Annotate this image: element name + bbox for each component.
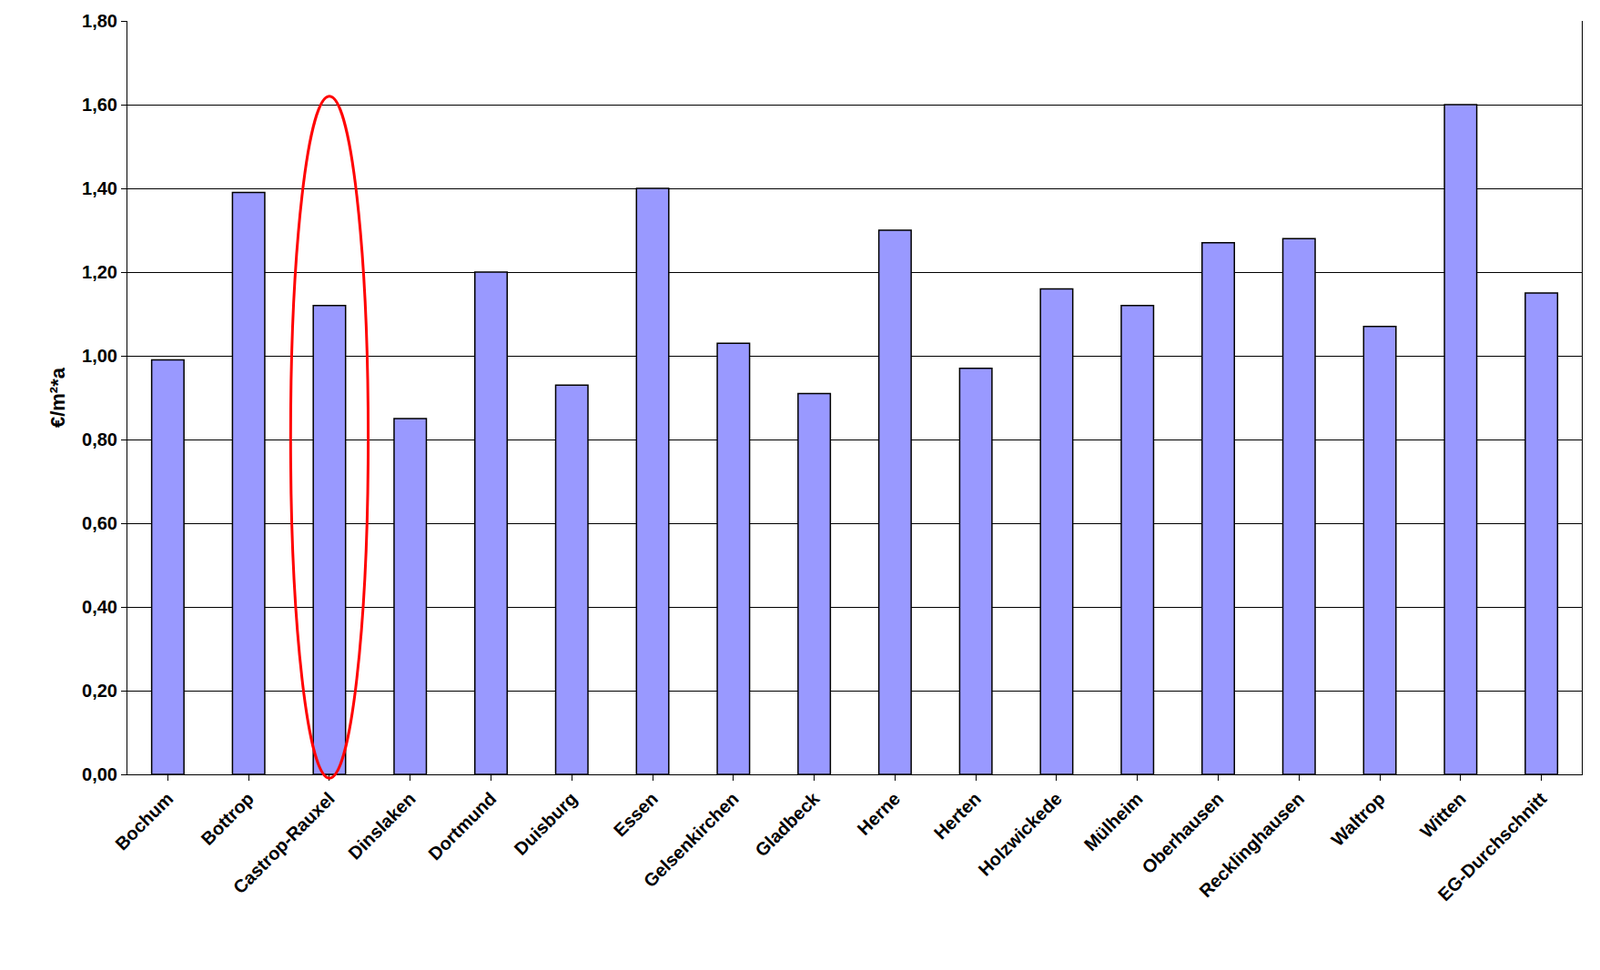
svg-text:1,00: 1,00 [81, 345, 118, 366]
svg-text:Herne: Herne [853, 788, 905, 840]
svg-text:Witten: Witten [1416, 788, 1470, 842]
svg-text:Herten: Herten [930, 788, 985, 843]
svg-text:Essen: Essen [609, 788, 662, 841]
svg-text:Castrop-Rauxel: Castrop-Rauxel [229, 788, 339, 898]
svg-text:1,40: 1,40 [81, 178, 118, 199]
svg-text:0,80: 0,80 [81, 429, 118, 450]
svg-text:EG-Durchschnitt: EG-Durchschnitt [1434, 788, 1551, 905]
svg-text:1,60: 1,60 [81, 94, 118, 115]
svg-text:Bottrop: Bottrop [196, 788, 258, 850]
svg-text:Gladbeck: Gladbeck [750, 788, 824, 861]
svg-text:Gelsenkirchen: Gelsenkirchen [639, 788, 743, 892]
svg-text:0,60: 0,60 [81, 513, 118, 534]
svg-text:Recklinghausen: Recklinghausen [1194, 788, 1308, 902]
svg-text:Duisburg: Duisburg [510, 788, 582, 860]
svg-text:Dinslaken: Dinslaken [344, 788, 419, 863]
svg-text:0,20: 0,20 [81, 680, 118, 701]
svg-text:1,80: 1,80 [81, 10, 118, 31]
svg-text:Mülheim: Mülheim [1080, 788, 1147, 855]
svg-text:Holzwickede: Holzwickede [973, 788, 1065, 880]
svg-text:0,00: 0,00 [81, 764, 118, 785]
svg-text:0,40: 0,40 [81, 597, 118, 618]
svg-text:Waltrop: Waltrop [1326, 788, 1389, 851]
svg-text:€/m²*a: €/m²*a [46, 366, 70, 428]
svg-text:Dortmund: Dortmund [424, 788, 500, 864]
svg-text:Bochum: Bochum [111, 788, 177, 854]
svg-text:Oberhausen: Oberhausen [1137, 788, 1227, 878]
svg-text:1,20: 1,20 [81, 262, 118, 283]
